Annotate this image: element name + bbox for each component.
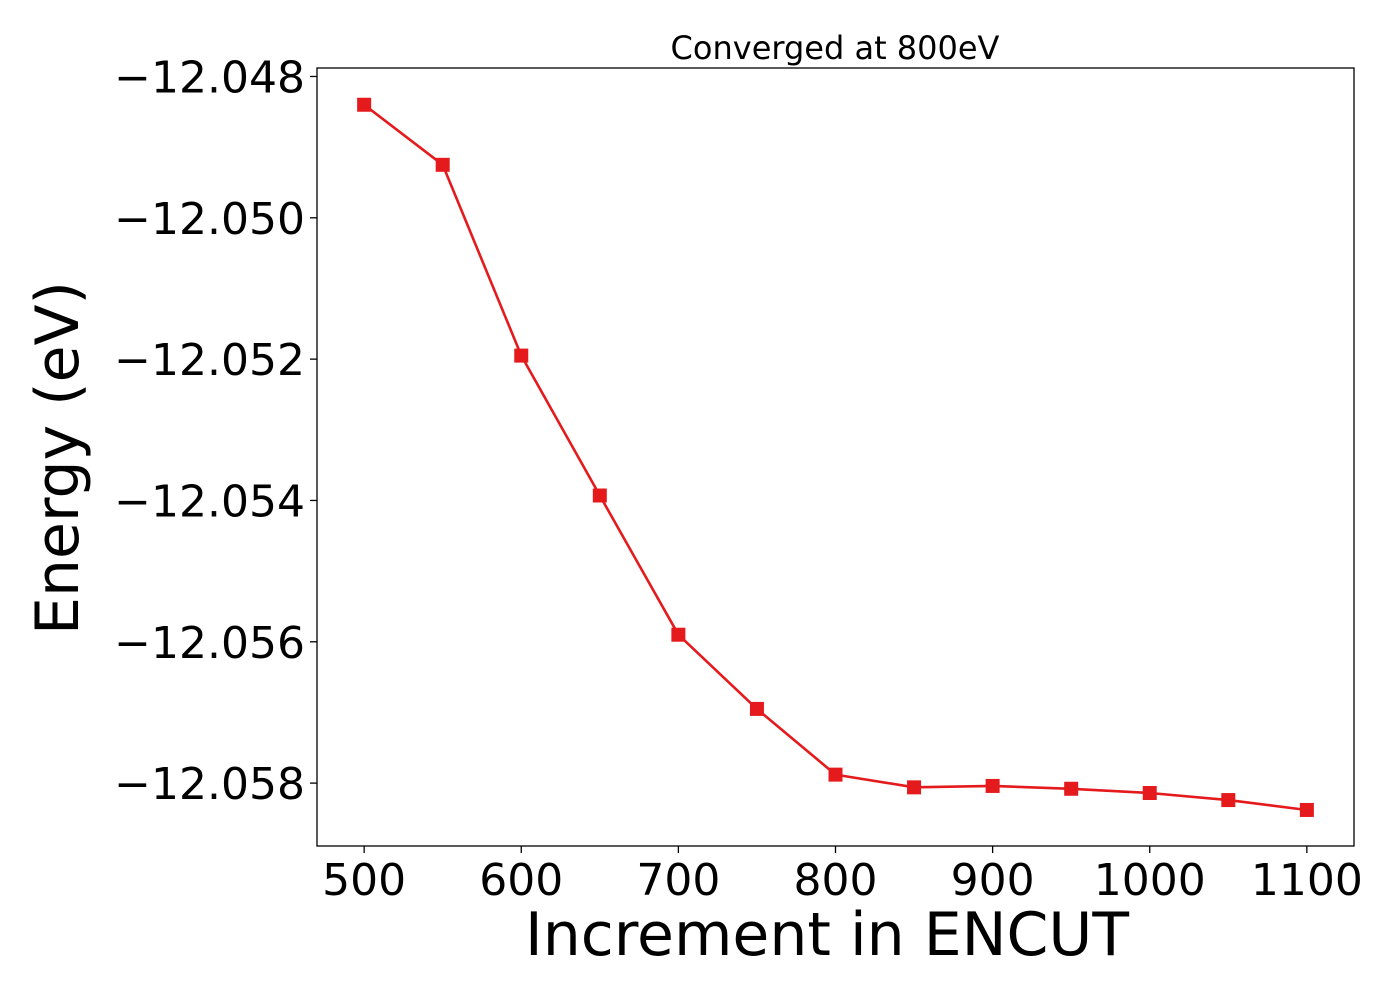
y-tick-label: −12.056 — [114, 618, 305, 669]
data-point — [357, 97, 372, 112]
y-tick-label: −12.050 — [114, 194, 305, 245]
data-point — [985, 778, 1000, 793]
x-tick-label: 500 — [322, 855, 406, 906]
data-point — [435, 157, 450, 172]
data-point — [749, 701, 764, 716]
data-point — [671, 627, 686, 642]
data-point — [1064, 781, 1079, 796]
data-point — [907, 780, 922, 795]
y-tick-label: −12.052 — [114, 335, 305, 386]
data-point — [514, 348, 529, 363]
x-axis: 500 600 700 800 900 1000 1100 — [322, 846, 1363, 906]
x-tick-label: 600 — [479, 855, 563, 906]
x-tick-label: 900 — [951, 855, 1035, 906]
x-axis-label: Increment in ENCUT — [525, 900, 1129, 970]
data-point — [1299, 802, 1314, 817]
y-tick-label: −12.048 — [114, 52, 305, 103]
chart-title: Converged at 800eV — [671, 29, 1000, 67]
plot-area — [357, 97, 1314, 817]
data-point — [828, 767, 843, 782]
y-axis: −12.048 −12.050 −12.052 −12.054 −12.056 −12.0… — [114, 52, 317, 810]
y-tick-label: −12.054 — [114, 476, 305, 527]
x-tick-label: 1100 — [1251, 855, 1363, 906]
x-tick-label: 1000 — [1094, 855, 1206, 906]
y-axis-label: Energy (eV) — [23, 281, 93, 635]
x-tick-label: 700 — [636, 855, 720, 906]
data-point — [1221, 793, 1236, 808]
y-tick-label: −12.058 — [114, 759, 305, 810]
data-point — [592, 488, 607, 503]
x-tick-label: 800 — [794, 855, 878, 906]
data-point — [1142, 786, 1157, 801]
